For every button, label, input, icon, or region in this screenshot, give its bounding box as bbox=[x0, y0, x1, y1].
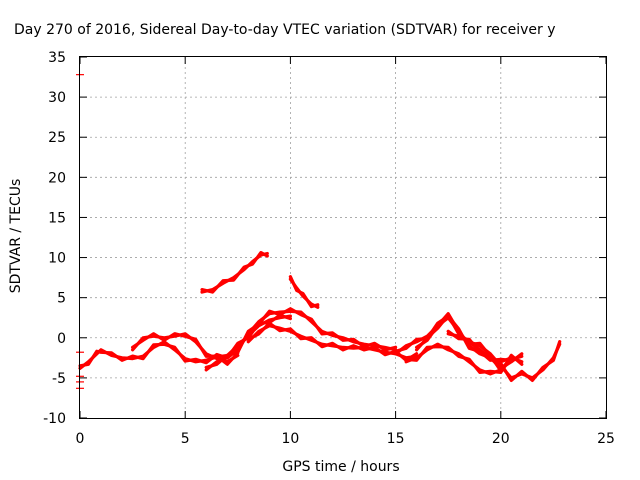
x-tick-label: 0 bbox=[76, 431, 85, 447]
series-track-a-spread bbox=[78, 313, 292, 368]
x-tick-label: 20 bbox=[492, 431, 510, 447]
series-track-c-spread bbox=[200, 251, 269, 294]
x-tick-label: 25 bbox=[597, 431, 615, 447]
series-track-f-spread bbox=[288, 275, 320, 309]
grid-lines bbox=[80, 57, 606, 418]
x-tick-label: 10 bbox=[281, 431, 299, 447]
y-tick-label: 15 bbox=[48, 210, 66, 226]
chart-title: Day 270 of 2016, Sidereal Day-to-day VTE… bbox=[14, 22, 556, 38]
y-tick-label: 25 bbox=[48, 130, 66, 146]
series-track-j-spread bbox=[446, 329, 524, 373]
series-track-e-spread bbox=[246, 321, 419, 362]
plot-frame bbox=[79, 56, 607, 419]
x-axis-label: GPS time / hours bbox=[282, 459, 399, 475]
y-tick-labels: -10 -5 0 5 10 15 20 25 30 35 bbox=[43, 50, 66, 427]
x-tick-label: 15 bbox=[387, 431, 405, 447]
y-tick-label: 0 bbox=[57, 331, 66, 347]
y-tick-label: 30 bbox=[48, 90, 66, 106]
series-layer bbox=[78, 251, 562, 382]
series-track-d bbox=[204, 309, 398, 372]
y-tick-label: 35 bbox=[48, 50, 66, 66]
x-tick-label: 5 bbox=[181, 431, 190, 447]
axis-ticks bbox=[79, 56, 607, 419]
y-tick-label: 10 bbox=[48, 251, 66, 267]
y-tick-label: 20 bbox=[48, 170, 66, 186]
y-tick-label: -5 bbox=[52, 371, 66, 387]
y-axis-label: SDTVAR / TECUs bbox=[8, 179, 24, 294]
y-tick-label: 5 bbox=[57, 291, 66, 307]
y-tick-label: -10 bbox=[43, 411, 66, 427]
x-tick-labels: 0 5 10 15 20 25 bbox=[76, 431, 615, 447]
